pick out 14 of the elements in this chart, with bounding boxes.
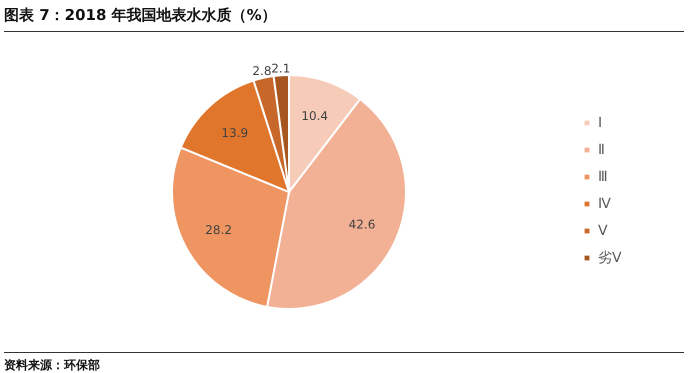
data-label: 13.9 [221,126,248,140]
text: 资料来源：环保部 [4,352,684,373]
legend-label: Ⅲ [598,169,608,185]
legend-label: Ⅱ [598,142,605,158]
legend-label: Ⅰ [598,115,602,131]
legend-label: Ⅳ [598,196,611,212]
data-label: 10.4 [301,109,328,124]
data-label: 2.1 [271,61,290,76]
chart-title: 图表 7：2018 年我国地表水水质（%） [4,6,684,32]
legend-label: 劣Ⅴ [598,250,622,266]
data-label: 28.2 [205,223,232,238]
legend-label: Ⅴ [598,223,608,239]
data-label: 2.8 [252,64,272,78]
data-label: 42.6 [348,218,376,232]
